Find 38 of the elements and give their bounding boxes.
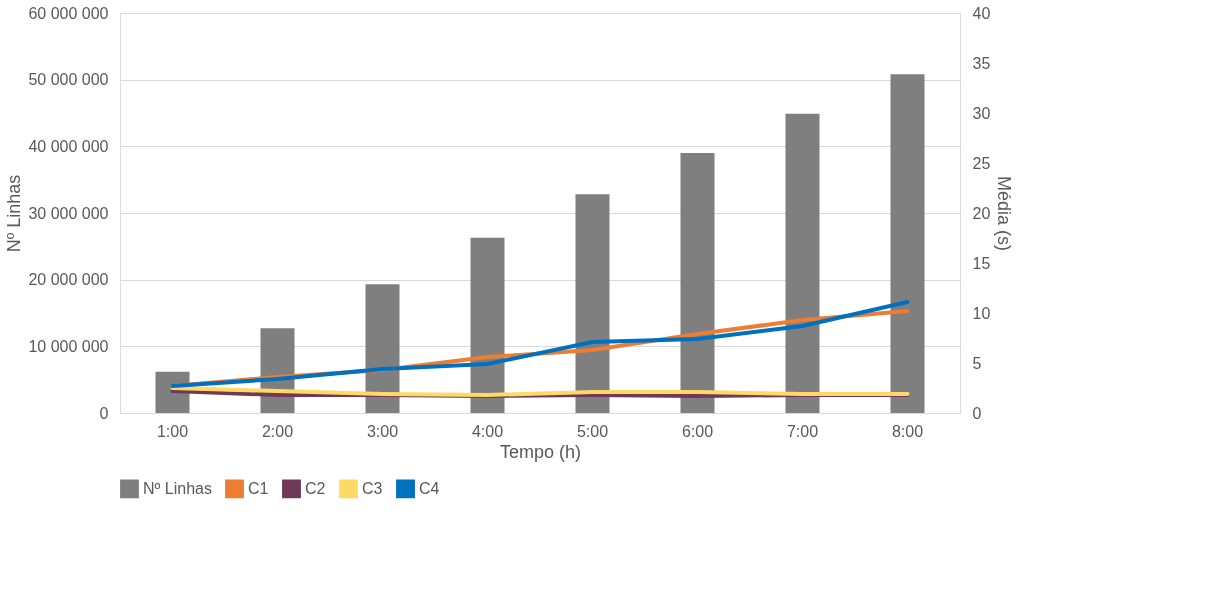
x-tick-label: 1:00 [156,422,189,440]
legend-label: C1 [248,479,269,497]
bar [470,237,505,413]
y-tick-label: 0 [99,404,109,422]
y-tick-label: 60 000 000 [28,4,109,22]
legend-label: C2 [305,479,326,497]
legend-label: Nº Linhas [143,479,212,497]
x-tick-label: 3:00 [366,422,399,440]
x-tick-label: 4:00 [471,422,504,440]
y2-tick-label: 30 [972,104,991,122]
y-tick-label: 30 000 000 [28,204,109,222]
y-tick-label: 40 000 000 [28,137,109,155]
bar [785,113,820,413]
y2-tick-label: 0 [972,404,982,422]
y2-tick-label: 20 [972,204,991,222]
y-tick-label: 50 000 000 [28,71,109,89]
y2-tick-label: 10 [972,304,991,322]
legend-label: C4 [419,479,440,497]
x-tick-label: 7:00 [786,422,819,440]
legend-label: C3 [362,479,383,497]
bar [890,74,925,413]
y2-tick-label: 35 [972,54,991,72]
bar [575,194,610,413]
y2-axis-title: Média (s) [994,175,1015,252]
y-tick-label: 20 000 000 [28,271,109,289]
y2-tick-label: 15 [972,254,991,272]
y2-tick-label: 25 [972,154,991,172]
x-tick-label: 2:00 [261,422,294,440]
x-tick-label: 6:00 [681,422,714,440]
bar [680,153,715,413]
y-axis-title: Nº Linhas [4,174,25,253]
y-tick-label: 10 000 000 [28,337,109,355]
x-axis-title: Tempo (h) [499,441,582,462]
y2-tick-label: 5 [972,354,982,372]
bar [365,284,400,413]
x-tick-label: 8:00 [891,422,924,440]
x-tick-label: 5:00 [576,422,609,440]
y2-tick-label: 40 [972,4,991,22]
